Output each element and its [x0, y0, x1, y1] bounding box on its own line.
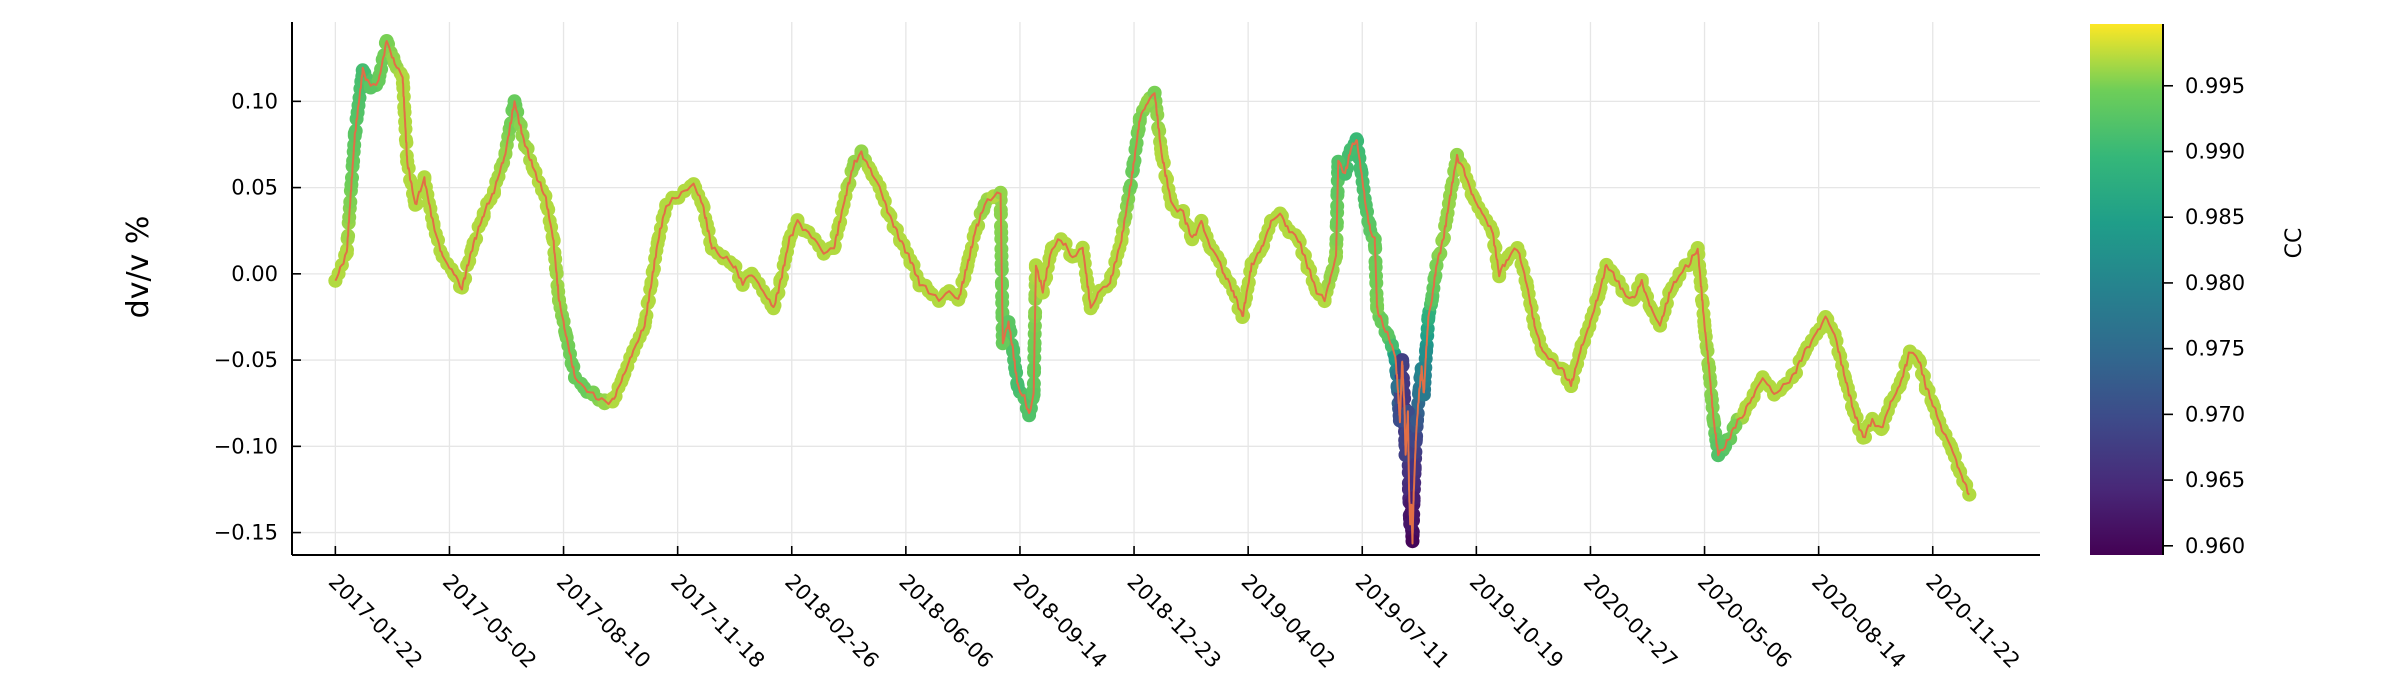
dvv-series-line: [334, 40, 1970, 545]
colorbar-label: CC: [2282, 228, 2307, 259]
colorbar-tick-label: 0.980: [2185, 271, 2245, 295]
data-points: [328, 34, 1977, 549]
x-tick-label: 2017-05-02: [438, 570, 541, 673]
x-tick-label: 2020-11-22: [1921, 570, 2024, 673]
data-point: [744, 266, 759, 281]
x-tick-label: 2017-11-18: [666, 570, 769, 673]
data-point: [1510, 241, 1525, 255]
data-point: [605, 394, 620, 409]
colorbar-tick-label: 0.965: [2185, 468, 2245, 492]
y-tick-label: −0.10: [214, 434, 278, 458]
tick-labels: 2017-01-22 2017-05-02 2017-08-10 2017-11-18…: [214, 89, 2025, 672]
x-tick-label: 2017-08-10: [552, 570, 655, 673]
y-tick-label: −0.05: [214, 348, 278, 372]
y-tick-label: 0.00: [231, 262, 278, 286]
x-tick-label: 2018-12-23: [1123, 570, 1226, 673]
x-tick-label: 2018-02-26: [780, 570, 883, 673]
axes: [291, 22, 2040, 556]
dvv-line: [334, 40, 1970, 545]
colorbar: 0.960 0.965 0.970 0.975 0.980 0.985 0.990 0.995…: [2090, 24, 2307, 558]
data-point: [1625, 292, 1640, 307]
colorbar-tick-label: 0.960: [2185, 534, 2245, 558]
colorbar-tick-label: 0.990: [2185, 139, 2245, 163]
x-tick-label: 2020-08-14: [1807, 570, 1910, 673]
x-tick-label: 2020-01-27: [1579, 570, 1682, 673]
x-tick-label: 2018-09-14: [1008, 570, 1111, 673]
data-point: [1874, 422, 1889, 437]
y-tick-label: 0.05: [231, 176, 278, 200]
x-tick-label: 2020-05-06: [1693, 570, 1796, 673]
y-tick-label: 0.10: [231, 89, 278, 113]
colorbar-tick-label: 0.970: [2185, 402, 2245, 426]
y-axis-label: dv/v %: [121, 216, 156, 319]
x-tick-label: 2019-07-11: [1351, 570, 1454, 673]
x-tick-label: 2017-01-22: [324, 570, 427, 673]
colorbar-tick-label: 0.975: [2185, 337, 2245, 361]
data-point: [1185, 232, 1200, 247]
data-point: [716, 249, 731, 264]
colorbar-tick-label: 0.985: [2185, 205, 2245, 229]
colorbar-tick-label: 0.995: [2185, 74, 2245, 98]
y-tick-label: −0.15: [214, 521, 278, 545]
data-point: [1395, 353, 1410, 368]
data-point: [1902, 344, 1917, 359]
x-tick-label: 2018-06-06: [894, 570, 997, 673]
data-point: [1416, 387, 1431, 402]
colorbar-gradient: [2090, 24, 2163, 555]
colorbar-ticks: 0.960 0.965 0.970 0.975 0.980 0.985 0.990 0.995: [2162, 24, 2245, 558]
data-point: [1022, 408, 1037, 423]
data-point: [766, 301, 781, 316]
x-tick-label: 2019-10-19: [1465, 570, 1568, 673]
x-tick-label: 2019-04-02: [1237, 570, 1340, 673]
data-point: [408, 197, 423, 212]
